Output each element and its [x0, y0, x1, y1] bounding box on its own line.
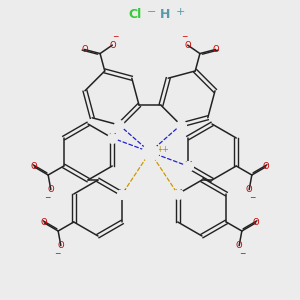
Text: O: O — [31, 162, 38, 171]
Text: −: − — [182, 33, 188, 42]
Text: O: O — [246, 185, 253, 194]
Text: N: N — [116, 121, 123, 130]
Text: −: − — [44, 193, 50, 202]
Text: −: − — [250, 193, 256, 202]
Text: N: N — [118, 190, 126, 199]
Text: O: O — [212, 45, 219, 54]
Text: ++: ++ — [157, 146, 169, 154]
Text: N: N — [184, 161, 192, 170]
Text: O: O — [109, 40, 116, 50]
Text: −: − — [112, 33, 119, 42]
Text: Ru: Ru — [143, 147, 157, 157]
Text: O: O — [47, 185, 54, 194]
Text: Cl: Cl — [128, 8, 142, 20]
Text: O: O — [253, 218, 259, 227]
Text: N: N — [108, 134, 116, 142]
Text: H: H — [160, 8, 170, 20]
Text: O: O — [184, 40, 191, 50]
Text: O: O — [81, 45, 88, 54]
Text: N: N — [177, 121, 184, 130]
Text: −: − — [54, 249, 61, 258]
Text: O: O — [262, 162, 269, 171]
Text: −: − — [147, 7, 157, 17]
Text: O: O — [236, 241, 242, 250]
Text: O: O — [58, 241, 64, 250]
Text: +: + — [175, 7, 185, 17]
Text: O: O — [41, 218, 47, 227]
Text: −: − — [239, 249, 246, 258]
Text: N: N — [174, 190, 182, 199]
